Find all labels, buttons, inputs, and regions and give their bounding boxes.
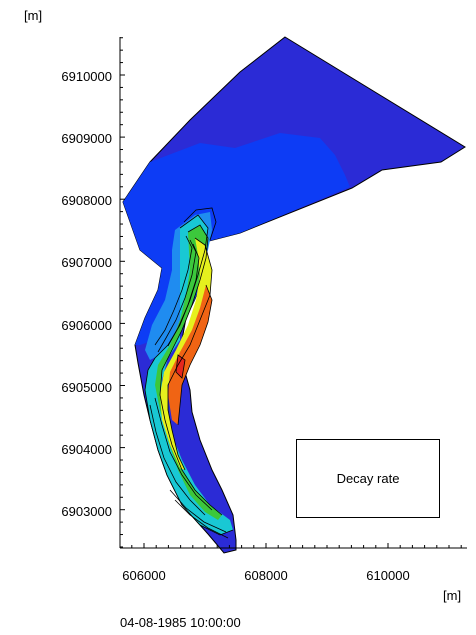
contour-lines	[144, 207, 234, 539]
x-tick-label: 606000	[122, 568, 165, 583]
channel-yellow	[160, 238, 212, 470]
x-tick-label: 608000	[244, 568, 287, 583]
legend-title: Decay rate	[336, 471, 400, 486]
channel-cyan	[145, 215, 233, 535]
y-tick-label: 6910000	[61, 69, 112, 84]
y-tick-label: 6909000	[61, 131, 112, 146]
channel-orange	[168, 285, 212, 425]
x-tick-label: 610000	[366, 568, 409, 583]
y-tick-label: 6905000	[61, 380, 112, 395]
x-axis-unit: [m]	[443, 588, 462, 603]
y-tick-label: 6907000	[61, 255, 112, 270]
y-axis-ticks	[120, 37, 125, 548]
y-tick-label: 6903000	[61, 504, 112, 519]
y-tick-label: 6904000	[61, 442, 112, 457]
timestamp: 04-08-1985 10:00:00	[120, 615, 241, 630]
y-axis-unit: [m]	[24, 8, 43, 23]
y-tick-label: 6908000	[61, 193, 112, 208]
x-axis-ticks	[131, 543, 462, 548]
basin-middle-region	[123, 133, 350, 345]
legend-box: Decay rate	[296, 439, 440, 518]
y-tick-label: 6906000	[61, 318, 112, 333]
